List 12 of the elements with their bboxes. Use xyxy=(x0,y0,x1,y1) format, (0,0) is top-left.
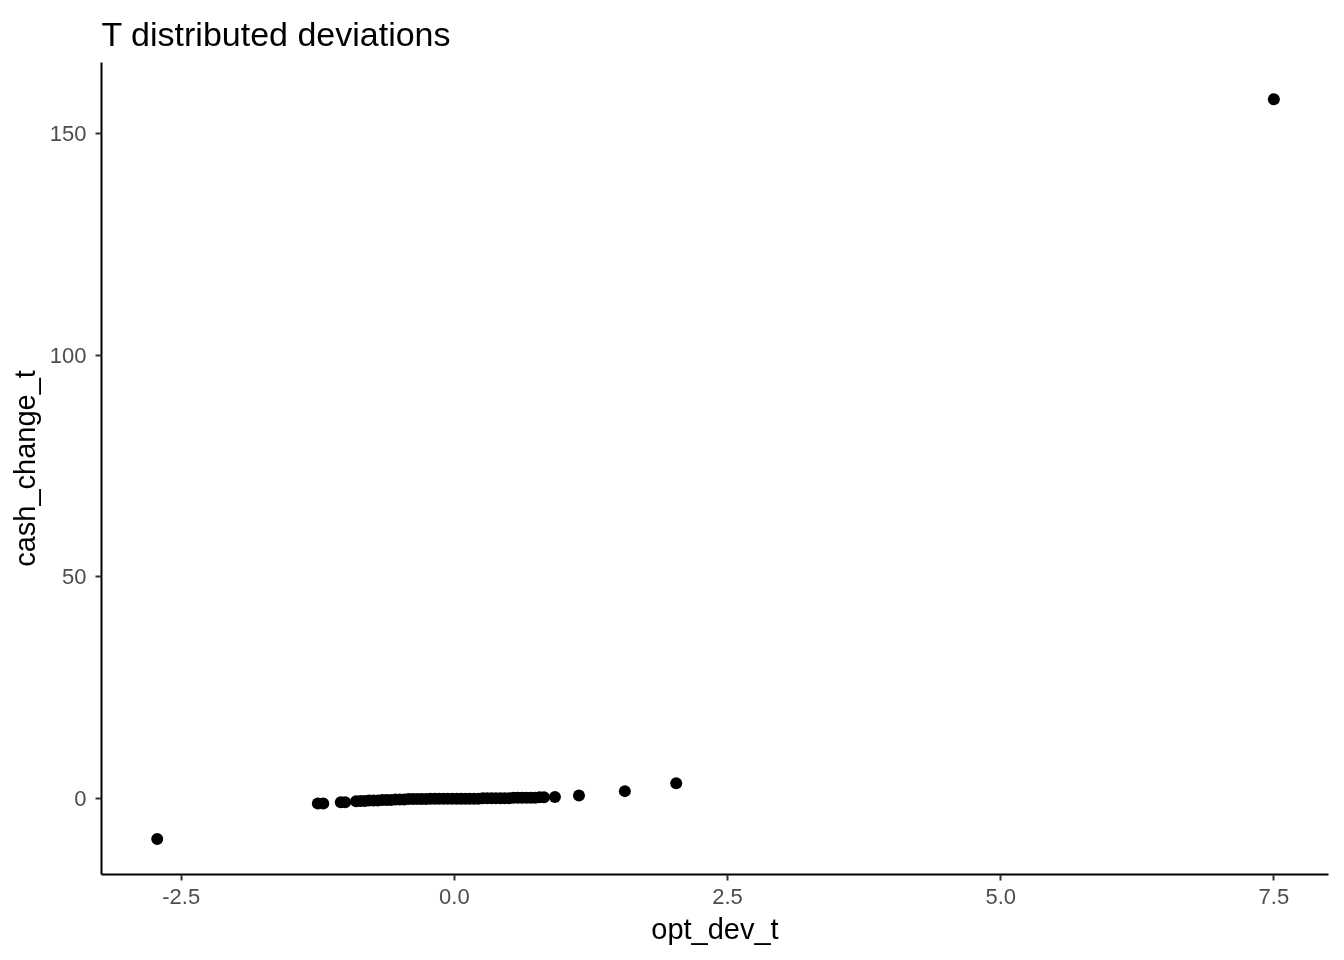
x-tick-label: 2.5 xyxy=(712,883,743,909)
x-tick-label: 0.0 xyxy=(439,883,470,909)
y-tick-label: 0 xyxy=(74,786,87,812)
y-axis-title: cash_change_t xyxy=(8,370,41,567)
y-tick-label: 50 xyxy=(62,564,87,590)
x-tick-label: -2.5 xyxy=(162,883,201,909)
y-tick-label: 100 xyxy=(49,342,87,368)
x-axis-title: opt_dev_t xyxy=(651,912,779,945)
y-tick-label: 150 xyxy=(49,120,87,146)
x-tick-label: 7.5 xyxy=(1258,883,1290,909)
chart-title: T distributed deviations xyxy=(101,14,451,53)
x-tick-label: 5.0 xyxy=(985,883,1017,909)
